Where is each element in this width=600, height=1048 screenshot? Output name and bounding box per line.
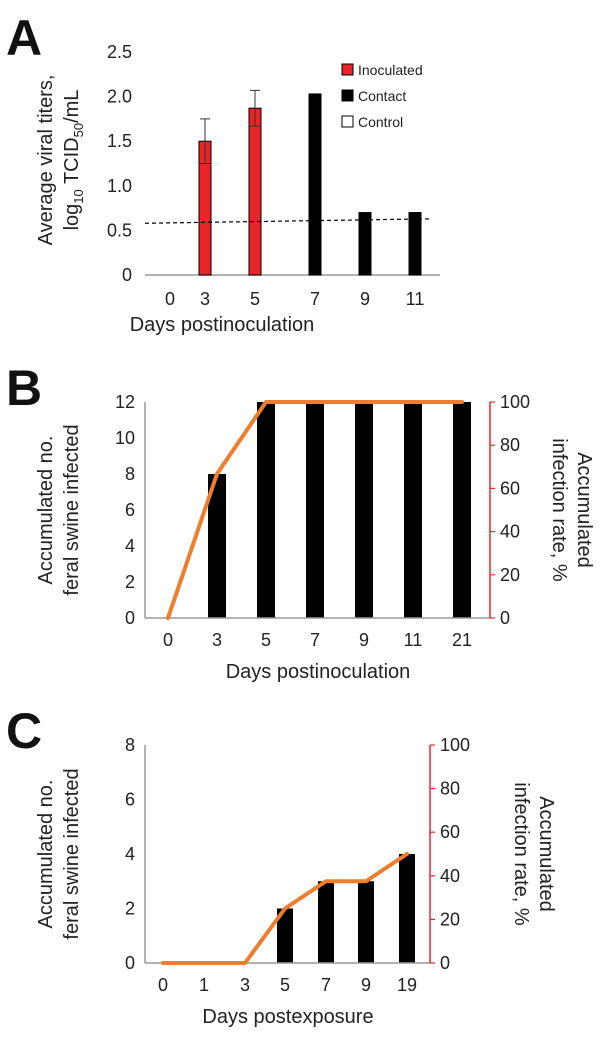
panel-b: B 0 2 4 6 8 10 12 0 20 40 60 80 100 0 3 5 7 9 11 21 Days post… (6, 360, 595, 683)
x-tick-label: 0 (163, 630, 173, 650)
y-axis-title-part: 10 (71, 189, 86, 203)
y-tick-label: 8 (125, 735, 135, 755)
y-tick-label: 2 (125, 899, 135, 919)
y-tick-label: 0 (125, 608, 135, 628)
x-axis-title: Days postinoculation (130, 314, 315, 336)
x-tick-label: 11 (406, 289, 425, 309)
y2-tick-label: 80 (440, 779, 460, 799)
x-tick-label: 0 (165, 289, 175, 309)
y-axis-title-line2: log10 TCID50/mL (61, 90, 86, 231)
bar-contact (308, 93, 322, 276)
x-tick-label: 11 (404, 630, 423, 650)
y-tick-label: 2.0 (107, 87, 132, 107)
y2-axis-title-line2: infection rate, % (548, 438, 570, 582)
y2-tick-label: 100 (500, 392, 530, 412)
x-tick-label: 7 (310, 630, 320, 650)
y2-axis-title-line1: Accumulated (535, 796, 557, 912)
x-axis-title: Days postinoculation (226, 661, 411, 683)
x-tick-label: 5 (250, 289, 260, 309)
x-tick-label: 3 (240, 975, 250, 995)
y2-tick-label: 0 (500, 608, 510, 628)
bar-contact (358, 212, 372, 276)
panel-letter-a: A (6, 10, 42, 66)
y2-tick-label: 80 (500, 435, 520, 455)
y2-tick-label: 20 (440, 909, 460, 929)
detection-limit-line (144, 218, 433, 224)
bar-infected-count (355, 402, 373, 618)
x-tick-label: 1 (199, 975, 209, 995)
bar-infected-count (399, 854, 415, 963)
infection-rate-line (166, 400, 464, 620)
y-tick-label: 0.5 (107, 220, 132, 240)
panel-letter-b: B (6, 360, 42, 416)
y2-tick-label: 0 (440, 953, 450, 973)
y-axis-title-part: log (61, 204, 83, 231)
y-axis-title-line1: Average viral titers, (35, 75, 57, 246)
y-tick-label: 8 (125, 464, 135, 484)
bar-infected-count (453, 402, 471, 618)
y2-axis-title-line1: Accumulated (573, 452, 595, 568)
y-axis-title-part: /mL (61, 90, 83, 123)
y-tick-label: 0 (125, 953, 135, 973)
legend-label: Inoculated (358, 62, 423, 78)
y-tick-label: 4 (125, 536, 135, 556)
y-tick-label: 6 (125, 500, 135, 520)
x-tick-label: 9 (360, 289, 370, 309)
y2-tick-label: 60 (500, 478, 520, 498)
bar-infected-count (318, 881, 334, 963)
infection-rate-line (161, 852, 409, 965)
y-tick-label: 2 (125, 572, 135, 592)
y-tick-label: 6 (125, 790, 135, 810)
bar-infected-count (257, 402, 275, 618)
y-axis-title-line2: feral swine infected (61, 424, 83, 595)
y2-axis-title-line2: infection rate, % (510, 782, 532, 926)
x-tick-label: 9 (359, 630, 369, 650)
y-axis-title-line1: Accumulated no. (35, 780, 57, 929)
y2-tick-label: 40 (500, 522, 520, 542)
x-tick-label: 3 (212, 630, 222, 650)
x-tick-label: 5 (280, 975, 290, 995)
y-tick-label: 12 (115, 392, 135, 412)
panel-a: A 0 0.5 1.0 1.5 2.0 2.5 0 3 5 7 9 11 Inoculated Contac… (6, 10, 440, 336)
bar-infected-count (358, 881, 374, 963)
legend-swatch (341, 115, 354, 128)
y-tick-label: 0 (122, 265, 132, 285)
x-tick-label: 5 (261, 630, 271, 650)
legend-swatch (341, 89, 354, 102)
y-tick-label: 2.5 (107, 42, 132, 62)
panel-letter-c: C (6, 703, 42, 759)
x-tick-label: 21 (452, 630, 472, 650)
x-tick-label: 7 (321, 975, 331, 995)
y2-tick-label: 20 (500, 565, 520, 585)
y-tick-label: 1.0 (107, 176, 132, 196)
bar-infected-count (277, 908, 293, 963)
y-tick-label: 1.5 (107, 131, 132, 151)
x-axis-title: Days postexposure (202, 1006, 373, 1028)
bar-inoculated (248, 107, 262, 276)
x-tick-label: 3 (200, 289, 210, 309)
bar-contact (408, 212, 422, 276)
bar-infected-count (208, 474, 226, 618)
x-tick-label: 7 (310, 289, 320, 309)
y-axis-title-line2: feral swine infected (61, 768, 83, 939)
y-axis-title-line1: Accumulated no. (35, 436, 57, 585)
x-tick-label: 9 (361, 975, 371, 995)
y2-tick-label: 100 (440, 735, 470, 755)
y2-tick-label: 60 (440, 822, 460, 842)
bar-infected-count (306, 402, 324, 618)
y2-tick-label: 40 (440, 866, 460, 886)
y-tick-label: 10 (115, 428, 135, 448)
legend-label: Contact (358, 88, 406, 104)
x-tick-label: 19 (397, 975, 417, 995)
y-axis-title-part: TCID (61, 137, 83, 189)
bar-infected-count (404, 402, 422, 618)
x-tick-label: 0 (158, 975, 168, 995)
legend-swatch (341, 63, 354, 76)
legend-label: Control (358, 114, 403, 130)
y-tick-label: 4 (125, 844, 135, 864)
y-axis-title-part: 50 (71, 123, 86, 137)
